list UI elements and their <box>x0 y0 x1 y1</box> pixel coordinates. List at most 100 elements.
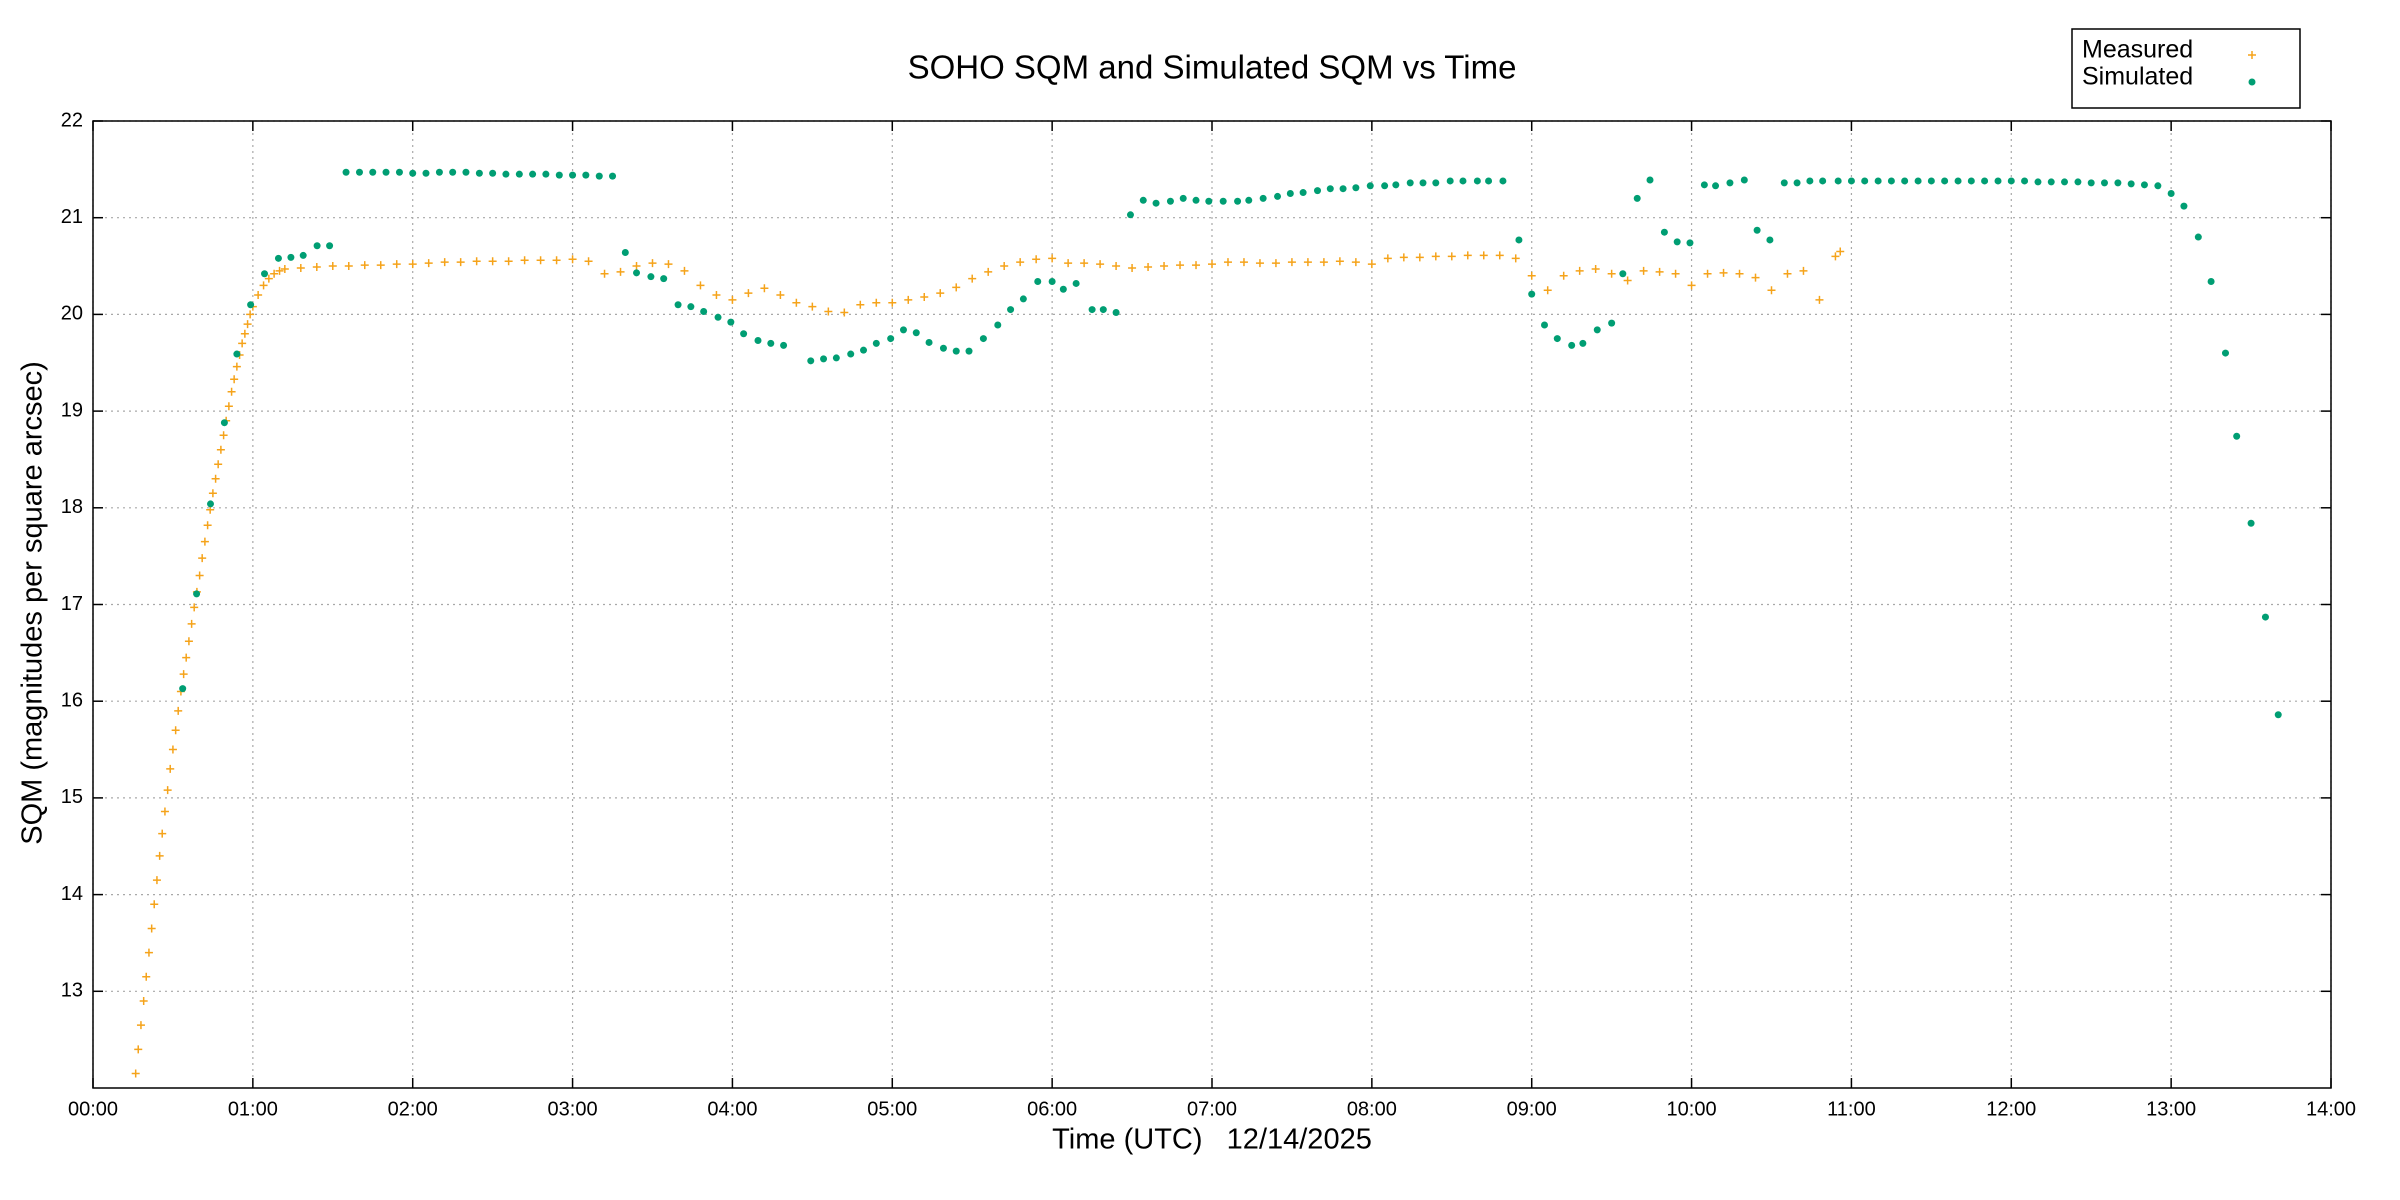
x-tick-label: 14:00 <box>2306 1098 2356 1120</box>
data-point <box>2261 613 2269 621</box>
data-point <box>1831 252 1840 261</box>
data-point <box>1994 177 2002 185</box>
data-point <box>1619 270 1627 278</box>
data-point <box>408 260 417 269</box>
data-point <box>142 972 151 981</box>
data-point <box>168 745 177 754</box>
data-point <box>1166 197 1174 205</box>
data-point <box>1861 177 1869 185</box>
data-point <box>232 362 241 371</box>
y-tick-label: 16 <box>61 689 83 711</box>
data-point <box>299 251 307 259</box>
data-point <box>925 338 933 346</box>
data-point <box>1112 262 1121 271</box>
data-point <box>792 298 801 307</box>
data-point <box>1314 187 1322 195</box>
data-point <box>488 257 497 266</box>
data-point <box>1499 177 1507 185</box>
x-tick-label: 11:00 <box>1827 1098 1876 1120</box>
data-point <box>2074 178 2082 186</box>
data-point <box>912 329 920 337</box>
data-point <box>220 419 228 427</box>
x-tick-label: 09:00 <box>1507 1098 1557 1120</box>
x-tick-label: 05:00 <box>867 1098 917 1120</box>
data-point <box>1219 197 1227 205</box>
data-point <box>198 554 207 563</box>
data-point <box>2140 181 2148 189</box>
data-point <box>2194 233 2202 241</box>
data-point <box>179 685 187 693</box>
data-point <box>1753 226 1761 234</box>
data-point <box>1981 177 1989 185</box>
data-point <box>1575 266 1584 275</box>
data-point <box>860 346 868 354</box>
x-tick-label: 06:00 <box>1027 1098 1077 1120</box>
y-tick-label: 22 <box>61 109 83 131</box>
data-point <box>1259 194 1267 202</box>
data-point <box>582 171 590 179</box>
data-point <box>254 291 263 300</box>
data-point <box>1223 258 1232 267</box>
data-point <box>1528 290 1536 298</box>
data-point <box>369 168 377 176</box>
data-point <box>240 329 249 338</box>
data-point <box>2221 349 2229 357</box>
legend-marker <box>2248 51 2256 59</box>
data-point <box>1726 179 1734 187</box>
data-point <box>424 259 433 268</box>
data-point <box>1286 190 1294 198</box>
data-point <box>1740 176 1748 184</box>
data-point <box>1080 259 1089 268</box>
data-point <box>344 262 353 271</box>
data-point <box>674 301 682 309</box>
data-point <box>584 257 593 266</box>
data-point <box>1088 306 1096 314</box>
y-tick-label: 19 <box>61 399 83 421</box>
data-point <box>313 242 321 250</box>
data-point <box>1007 306 1015 314</box>
data-point <box>660 275 668 283</box>
data-point <box>840 308 849 317</box>
data-point <box>1543 286 1552 295</box>
data-point <box>632 262 641 271</box>
data-point <box>247 301 255 309</box>
data-point <box>847 350 855 358</box>
data-point <box>1780 179 1788 187</box>
data-point <box>939 344 947 352</box>
data-point <box>395 168 403 176</box>
data-point <box>1415 253 1424 262</box>
data-point <box>1048 278 1056 286</box>
data-point <box>1245 196 1253 204</box>
data-point <box>1048 254 1057 263</box>
x-tick-label: 00:00 <box>68 1098 118 1120</box>
data-point <box>754 337 762 345</box>
data-point <box>633 269 641 277</box>
data-point <box>216 445 225 454</box>
data-point <box>1623 276 1632 285</box>
data-point <box>1000 262 1009 271</box>
data-point <box>1703 269 1712 278</box>
data-point <box>1607 269 1616 278</box>
data-point <box>1072 279 1080 287</box>
data-point <box>233 350 241 358</box>
data-point <box>435 168 443 176</box>
data-point <box>1671 269 1680 278</box>
data-point <box>1447 252 1456 261</box>
data-point <box>984 267 993 276</box>
data-point <box>2167 190 2175 198</box>
data-point <box>1339 185 1347 193</box>
data-point <box>259 281 268 290</box>
data-point <box>872 339 880 347</box>
data-point <box>1326 185 1334 193</box>
data-point <box>1847 177 1855 185</box>
data-point <box>1515 236 1523 244</box>
data-point <box>206 500 214 508</box>
data-point <box>227 387 236 396</box>
data-point <box>1446 177 1454 185</box>
data-point <box>1783 269 1792 278</box>
data-point <box>1287 258 1296 267</box>
data-point <box>1234 197 1242 205</box>
data-point <box>139 996 148 1005</box>
